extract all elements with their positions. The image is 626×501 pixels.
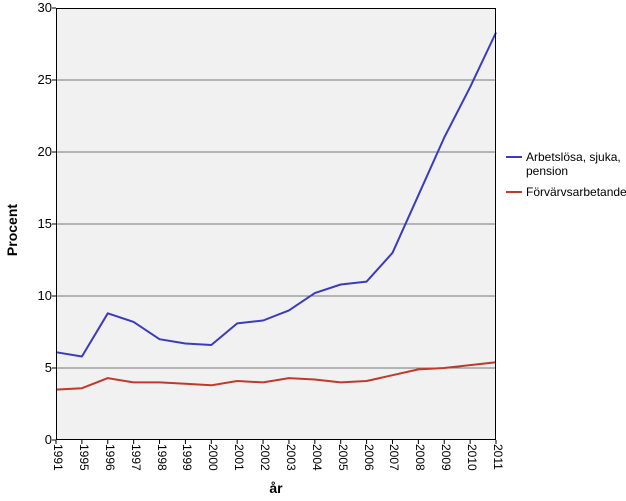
- legend-label: Förvärvsarbetande: [526, 185, 626, 199]
- x-tick-label: 2002: [258, 444, 276, 458]
- y-tick-label: 5: [22, 360, 52, 375]
- x-tick-label: 2001: [232, 444, 250, 458]
- legend-swatch: [506, 156, 522, 158]
- y-axis-label: Procent: [2, 0, 22, 460]
- legend-item: Arbetslösa, sjuka, pension: [506, 150, 626, 179]
- chart-container: Procent 0 5 10 15 20 25 30 1991 1995 1996 1997 199…: [0, 0, 626, 501]
- y-tick-labels: 051015202530: [22, 8, 52, 440]
- x-tick-label: 2005: [336, 444, 354, 458]
- legend: Arbetslösa, sjuka, pension Förvärvsarbeta…: [506, 150, 626, 205]
- y-tick-label: 10: [22, 288, 52, 303]
- x-tick-label: 2000: [206, 444, 224, 458]
- x-tick-label: 1991: [51, 444, 69, 458]
- x-tick-label: 2010: [465, 444, 483, 458]
- x-tick-label: 2008: [413, 444, 431, 458]
- y-tick-label: 25: [22, 72, 52, 87]
- x-tick-label: 2009: [439, 444, 457, 458]
- y-tick-label: 20: [22, 144, 52, 159]
- legend-item: Förvärvsarbetande: [506, 185, 626, 199]
- x-axis-label-text: år: [269, 480, 282, 496]
- y-tick-label: 15: [22, 216, 52, 231]
- x-tick-label: 2003: [284, 444, 302, 458]
- x-tick-label: 1996: [103, 444, 121, 458]
- y-tick-label: 30: [22, 0, 52, 15]
- x-axis-label: år: [56, 480, 496, 496]
- x-tick-label: 1999: [180, 444, 198, 458]
- x-tick-label: 2011: [491, 444, 509, 458]
- x-tick-label: 2007: [387, 444, 405, 458]
- x-tick-label: 1998: [155, 444, 173, 458]
- y-axis-label-text: Procent: [4, 204, 20, 256]
- legend-swatch: [506, 191, 522, 193]
- x-tick-label: 2006: [362, 444, 380, 458]
- x-tick-label: 1995: [77, 444, 95, 458]
- x-tick-label: 2004: [310, 444, 328, 458]
- x-tick-label: 1997: [129, 444, 147, 458]
- plot-area: [56, 8, 496, 440]
- y-tick-label: 0: [22, 432, 52, 447]
- x-tick-labels: 1991199519961997199819992000200120022003…: [56, 444, 496, 478]
- legend-label: Arbetslösa, sjuka, pension: [526, 150, 626, 179]
